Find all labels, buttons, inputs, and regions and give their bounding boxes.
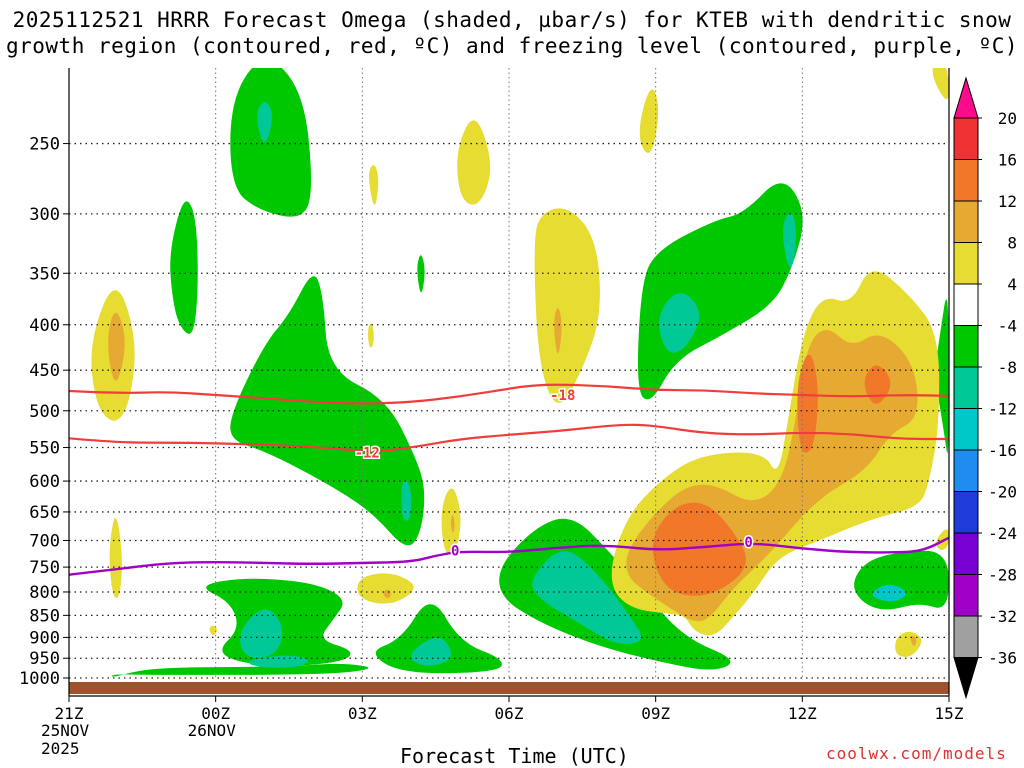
omega-region-teal xyxy=(532,551,642,645)
ground-strip xyxy=(69,682,949,694)
omega-region-orange xyxy=(864,365,891,404)
colorbar-label: -32 xyxy=(988,607,1017,626)
omega-region-green xyxy=(230,276,425,546)
omega-region-green xyxy=(170,201,198,334)
contour-label: -12 xyxy=(355,445,380,461)
omega-region-cyan xyxy=(872,584,906,602)
omega-region-teal xyxy=(401,480,412,521)
omega-region-yellow xyxy=(639,89,659,153)
omega-region-yellow xyxy=(109,517,122,598)
omega-region-yellow xyxy=(932,68,949,100)
colorbar-swatch xyxy=(953,615,979,658)
colorbar-swatch xyxy=(953,117,979,160)
dendritic-contour xyxy=(69,423,949,453)
omega-region-yellow xyxy=(369,165,379,205)
x-tick-label: 06Z xyxy=(495,704,524,723)
colorbar-swatch xyxy=(953,159,979,202)
colorbar-swatch xyxy=(953,242,979,285)
y-tick-label: 650 xyxy=(29,503,60,523)
y-tick-label: 600 xyxy=(29,472,60,492)
y-tick-label: 850 xyxy=(29,606,60,626)
colorbar-label: -36 xyxy=(988,649,1017,668)
omega-region-teal xyxy=(659,293,700,353)
colorbar-label: 12 xyxy=(998,192,1017,211)
colorbar-label: 8 xyxy=(1007,234,1017,253)
colorbar-swatch xyxy=(953,449,979,492)
omega-region-teal xyxy=(783,213,796,268)
omega-region-teal xyxy=(257,102,272,143)
y-tick-label: 1000 xyxy=(19,669,60,689)
colorbar-label: -12 xyxy=(988,400,1017,419)
colorbar-swatch xyxy=(953,283,979,326)
colorbar-cap-top xyxy=(953,76,979,119)
y-tick-label: 900 xyxy=(29,628,60,648)
colorbar-cap-bottom xyxy=(953,657,979,700)
colorbar-swatch xyxy=(953,408,979,451)
y-tick-label: 700 xyxy=(29,531,60,551)
colorbar-label: -8 xyxy=(998,358,1017,377)
x-tick-label: 12Z xyxy=(788,704,817,723)
colorbar-label: 20 xyxy=(998,109,1017,128)
colorbar-label: -24 xyxy=(988,524,1017,543)
contour-label: 0 xyxy=(451,543,459,559)
colorbar-label: 4 xyxy=(1007,275,1017,294)
colorbar-swatch xyxy=(953,325,979,368)
omega-region-yellow xyxy=(534,208,600,403)
omega-region-yellow xyxy=(357,573,414,604)
colorbar-swatch xyxy=(953,366,979,409)
omega-region-green xyxy=(935,299,949,454)
colorbar-label: -16 xyxy=(988,441,1017,460)
y-tick-label: 300 xyxy=(29,205,60,225)
date-label: 25NOV 2025 xyxy=(41,721,90,758)
y-tick-label: 350 xyxy=(29,264,60,284)
omega-region-lightorange xyxy=(108,312,125,381)
dendritic-contour xyxy=(69,383,949,405)
colorbar-swatch xyxy=(953,532,979,575)
colorbar-swatch xyxy=(953,491,979,534)
colorbar-label: -20 xyxy=(988,483,1017,502)
y-tick-label: 750 xyxy=(29,558,60,578)
omega-region-lightorange xyxy=(450,514,455,533)
y-tick-label: 250 xyxy=(29,135,60,155)
contour-label: 0 xyxy=(744,535,752,551)
omega-region-yellow xyxy=(368,323,374,348)
date-label: 26NOV xyxy=(187,721,236,740)
omega-region-yellow xyxy=(936,529,949,550)
freezing-level-contour xyxy=(69,536,949,576)
colorbar-label: 16 xyxy=(998,151,1017,170)
chart-title-line-1: 2025112521 HRRR Forecast Omega (shaded, … xyxy=(12,8,1012,32)
y-tick-label: 400 xyxy=(29,316,60,336)
site-credit[interactable]: coolwx.com/models xyxy=(826,744,1007,763)
x-tick-label: 09Z xyxy=(641,704,670,723)
y-tick-label: 500 xyxy=(29,402,60,422)
colorbar-swatch xyxy=(953,200,979,243)
y-tick-label: 450 xyxy=(29,361,60,381)
x-tick-label: 21Z xyxy=(55,704,84,723)
omega-region-lightorange xyxy=(554,308,562,354)
x-tick-label: 15Z xyxy=(935,704,964,723)
x-tick-label: 00Z xyxy=(201,704,230,723)
omega-region-yellow xyxy=(457,120,491,205)
omega-region-teal xyxy=(240,609,283,658)
y-tick-label: 550 xyxy=(29,439,60,459)
colorbar-swatch xyxy=(953,574,979,617)
contour-label: -18 xyxy=(550,388,575,404)
colorbar-label: -28 xyxy=(988,566,1017,585)
y-tick-label: 950 xyxy=(29,649,60,669)
chart-title-line-2: growth region (contoured, red, ºC) and f… xyxy=(5,34,1019,58)
omega-region-green xyxy=(230,68,311,217)
y-tick-label: 800 xyxy=(29,583,60,603)
omega-region-yellow xyxy=(209,625,217,636)
x-tick-label: 03Z xyxy=(348,704,377,723)
omega-region-teal xyxy=(249,655,308,668)
omega-region-orange xyxy=(652,502,746,596)
omega-region-lightorange xyxy=(910,636,917,646)
colorbar-label: -4 xyxy=(998,317,1017,336)
x-axis-label: Forecast Time (UTC) xyxy=(400,744,629,768)
omega-region-green xyxy=(111,663,369,677)
